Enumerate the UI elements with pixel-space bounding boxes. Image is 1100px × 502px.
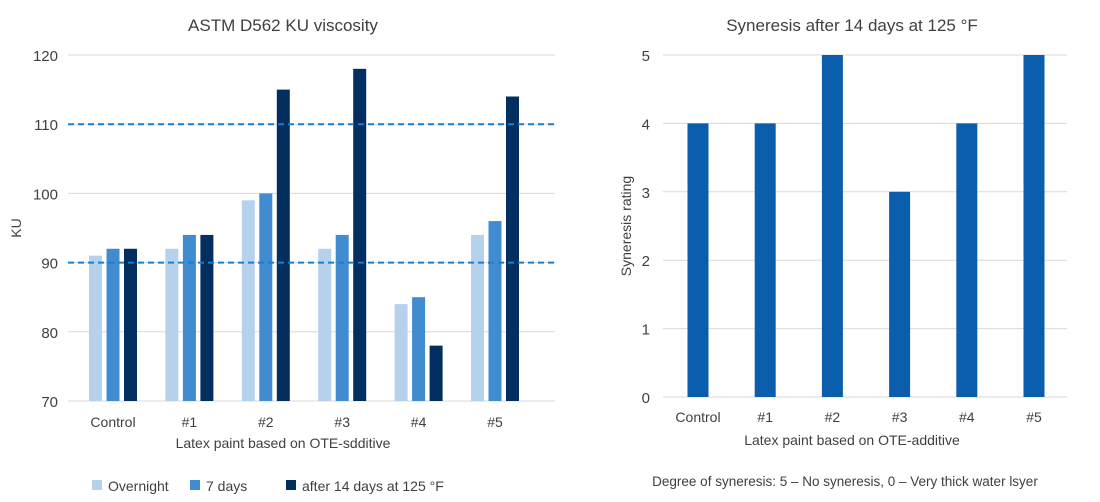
bar bbox=[259, 193, 273, 401]
bar bbox=[821, 55, 843, 397]
bar bbox=[182, 234, 196, 401]
legend-swatch bbox=[190, 480, 200, 490]
y-tick-label: 1 bbox=[642, 322, 650, 339]
bar bbox=[318, 248, 332, 401]
legend-swatch bbox=[92, 480, 102, 490]
y-tick-label: 0 bbox=[642, 390, 650, 407]
bar bbox=[412, 297, 426, 401]
bar bbox=[687, 123, 709, 398]
x-tick-label: Control bbox=[675, 409, 720, 425]
bar bbox=[276, 89, 290, 401]
y-tick-label: 4 bbox=[642, 116, 650, 133]
y-tick-label: 3 bbox=[642, 185, 650, 202]
y-tick-label: 80 bbox=[41, 325, 58, 342]
right-footnote: Degree of syneresis: 5 – No syneresis, 0… bbox=[652, 474, 1038, 489]
x-tick-label: #4 bbox=[411, 414, 427, 430]
x-tick-label: #5 bbox=[1026, 409, 1042, 425]
legend-swatch bbox=[286, 480, 296, 490]
bar bbox=[89, 255, 102, 401]
left-chart-title: ASTM D562 KU viscosity bbox=[188, 16, 378, 35]
bar bbox=[506, 96, 519, 402]
y-tick-label: 110 bbox=[34, 117, 58, 134]
bar bbox=[471, 234, 484, 401]
y-tick-label: 120 bbox=[33, 48, 58, 65]
right-x-axis-label: Latex paint based on OTE-additive bbox=[744, 432, 960, 448]
left-y-axis-label: KU bbox=[8, 218, 24, 237]
bar bbox=[124, 248, 137, 401]
bar bbox=[1023, 55, 1045, 397]
bar bbox=[200, 234, 214, 401]
bar bbox=[165, 248, 179, 401]
bar bbox=[335, 234, 349, 401]
left-x-axis-label: Latex paint based on OTE-sdditive bbox=[176, 435, 391, 451]
x-tick-label: #2 bbox=[825, 409, 841, 425]
bar bbox=[754, 123, 776, 398]
y-tick-label: 100 bbox=[33, 186, 58, 203]
legend-label: Overnight bbox=[108, 478, 169, 494]
y-tick-label: 5 bbox=[642, 48, 650, 65]
syneresis-chart: Syneresis after 14 days at 125 °F Synere… bbox=[618, 16, 1067, 489]
bar bbox=[889, 191, 911, 397]
bar bbox=[353, 68, 367, 401]
legend-label: after 14 days at 125 °F bbox=[302, 478, 444, 494]
bar bbox=[488, 221, 502, 401]
right-y-axis-label: Syneresis rating bbox=[618, 176, 634, 276]
bar bbox=[394, 304, 408, 401]
bar bbox=[106, 248, 120, 401]
x-tick-label: #5 bbox=[487, 414, 503, 430]
legend-label: 7 days bbox=[206, 478, 247, 494]
x-tick-label: Control bbox=[90, 414, 135, 430]
bar bbox=[429, 345, 443, 401]
right-chart-title: Syneresis after 14 days at 125 °F bbox=[726, 16, 978, 35]
x-tick-label: #1 bbox=[182, 414, 198, 430]
bar bbox=[956, 123, 978, 398]
bar bbox=[241, 200, 255, 401]
ku-viscosity-chart: ASTM D562 KU viscosity KU Latex paint ba… bbox=[8, 16, 555, 494]
y-tick-label: 90 bbox=[41, 256, 58, 273]
y-tick-label: 2 bbox=[642, 253, 650, 270]
y-tick-label: 70 bbox=[41, 394, 58, 411]
legend: Overnight 7 days after 14 days at 125 °F bbox=[92, 478, 444, 494]
x-tick-label: #4 bbox=[959, 409, 975, 425]
x-tick-label: #2 bbox=[258, 414, 274, 430]
x-tick-label: #3 bbox=[892, 409, 908, 425]
x-tick-label: #3 bbox=[334, 414, 350, 430]
x-tick-label: #1 bbox=[757, 409, 773, 425]
